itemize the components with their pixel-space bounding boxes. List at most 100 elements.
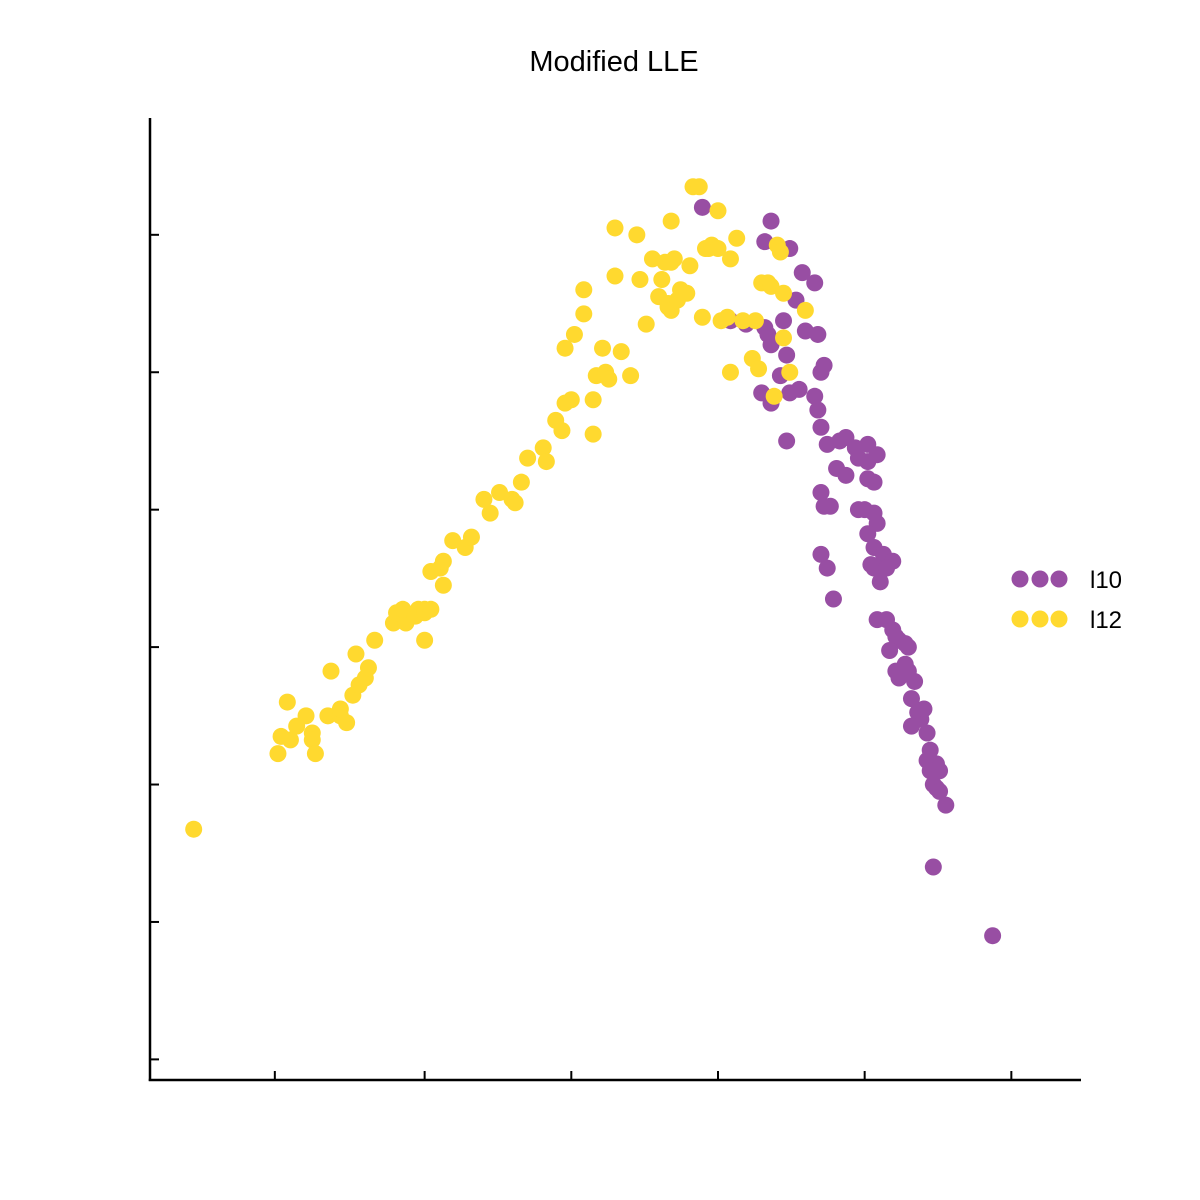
point-l12-29 <box>422 600 440 618</box>
point-l10-20 <box>790 380 808 398</box>
legend-marker-l10-0 <box>1011 570 1029 588</box>
point-l12-17 <box>347 645 365 663</box>
point-l12-81 <box>681 257 699 275</box>
point-l10-24 <box>809 401 827 419</box>
point-l12-64 <box>622 367 640 385</box>
point-l10-1 <box>762 212 780 230</box>
point-l10-86 <box>924 858 942 876</box>
point-l10-26 <box>778 432 796 450</box>
data-points <box>185 178 1002 945</box>
point-l12-61 <box>606 267 624 285</box>
point-l12-39 <box>481 504 499 522</box>
point-l12-40 <box>491 483 509 501</box>
axes <box>148 118 1081 1082</box>
point-l12-55 <box>584 425 602 443</box>
point-l10-69 <box>890 669 908 687</box>
legend-label: l12 <box>1090 607 1122 634</box>
point-l12-43 <box>512 473 530 491</box>
point-l10-17 <box>812 363 830 381</box>
point-l12-3 <box>281 731 299 749</box>
point-l12-92 <box>721 250 739 268</box>
point-l10-14 <box>778 346 796 364</box>
point-l12-37 <box>462 528 480 546</box>
point-l12-104 <box>781 363 799 381</box>
point-l12-53 <box>575 305 593 323</box>
point-l10-75 <box>902 717 920 735</box>
point-l12-108 <box>775 284 793 302</box>
point-l12-88 <box>709 240 727 258</box>
point-l10-39 <box>837 466 855 484</box>
point-l12-93 <box>721 363 739 381</box>
point-l12-97 <box>746 312 764 330</box>
y-ticks <box>150 233 159 1061</box>
point-l10-84 <box>931 782 949 800</box>
point-l12-20 <box>366 631 384 649</box>
legend-marker-l12-1 <box>1031 610 1049 628</box>
point-l10-34 <box>868 446 886 464</box>
point-l10-81 <box>931 762 949 780</box>
legend-item-l12: l12 <box>1011 607 1122 634</box>
point-l12-91 <box>718 308 736 326</box>
point-l12-62 <box>606 219 624 237</box>
legend-label: l10 <box>1090 567 1122 594</box>
point-l12-24 <box>394 600 412 618</box>
point-l12-105 <box>796 301 814 319</box>
point-l12-65 <box>628 226 646 244</box>
point-l12-4 <box>278 693 296 711</box>
series-l12 <box>185 178 814 838</box>
point-l12-13 <box>331 700 349 718</box>
point-l12-1 <box>269 745 287 763</box>
point-l10-15 <box>762 336 780 354</box>
point-l12-51 <box>562 391 580 409</box>
point-l12-14 <box>338 714 356 732</box>
point-l12-8 <box>303 731 321 749</box>
legend-marker-l12-0 <box>1011 610 1029 628</box>
point-l10-23 <box>806 387 824 405</box>
point-l12-12 <box>322 662 340 680</box>
point-l10-4 <box>793 264 811 282</box>
point-l10-41 <box>865 473 883 491</box>
point-l10-12 <box>809 325 827 343</box>
point-l10-65 <box>881 642 899 660</box>
point-l12-102 <box>765 387 783 405</box>
point-l12-60 <box>600 370 618 388</box>
chart-title: Modified LLE <box>529 46 698 78</box>
point-l12-58 <box>594 339 612 357</box>
legend-item-l10: l10 <box>1011 567 1122 594</box>
point-l12-77 <box>665 250 683 268</box>
point-l10-71 <box>902 690 920 708</box>
point-l10-85 <box>937 796 955 814</box>
point-l12-83 <box>690 178 708 196</box>
point-l12-19 <box>359 659 377 677</box>
point-l12-52 <box>565 325 583 343</box>
point-l12-6 <box>297 707 315 725</box>
point-l12-89 <box>709 202 727 220</box>
point-l12-44 <box>519 449 537 467</box>
point-l12-46 <box>537 453 555 471</box>
point-l12-98 <box>750 360 768 378</box>
point-l12-10 <box>319 707 337 725</box>
point-l10-25 <box>812 418 830 436</box>
point-l12-56 <box>584 391 602 409</box>
point-l12-63 <box>612 343 630 361</box>
point-l12-75 <box>662 212 680 230</box>
point-l10-46 <box>859 525 877 543</box>
point-l10-5 <box>806 274 824 292</box>
point-l10-54 <box>812 545 830 563</box>
point-l10-70 <box>906 672 924 690</box>
point-l10-76 <box>918 724 936 742</box>
point-l12-103 <box>775 329 793 347</box>
point-l10-74 <box>915 700 933 718</box>
point-l12-38 <box>475 490 493 508</box>
point-l12-84 <box>693 308 711 326</box>
point-l12-107 <box>771 243 789 261</box>
point-l12-80 <box>678 284 696 302</box>
point-l10-64 <box>899 638 917 656</box>
legend-marker-l10-1 <box>1031 570 1049 588</box>
point-l12-70 <box>653 270 671 288</box>
point-l12-30 <box>416 631 434 649</box>
point-l12-9 <box>306 745 324 763</box>
legend-marker-l12-2 <box>1050 610 1068 628</box>
